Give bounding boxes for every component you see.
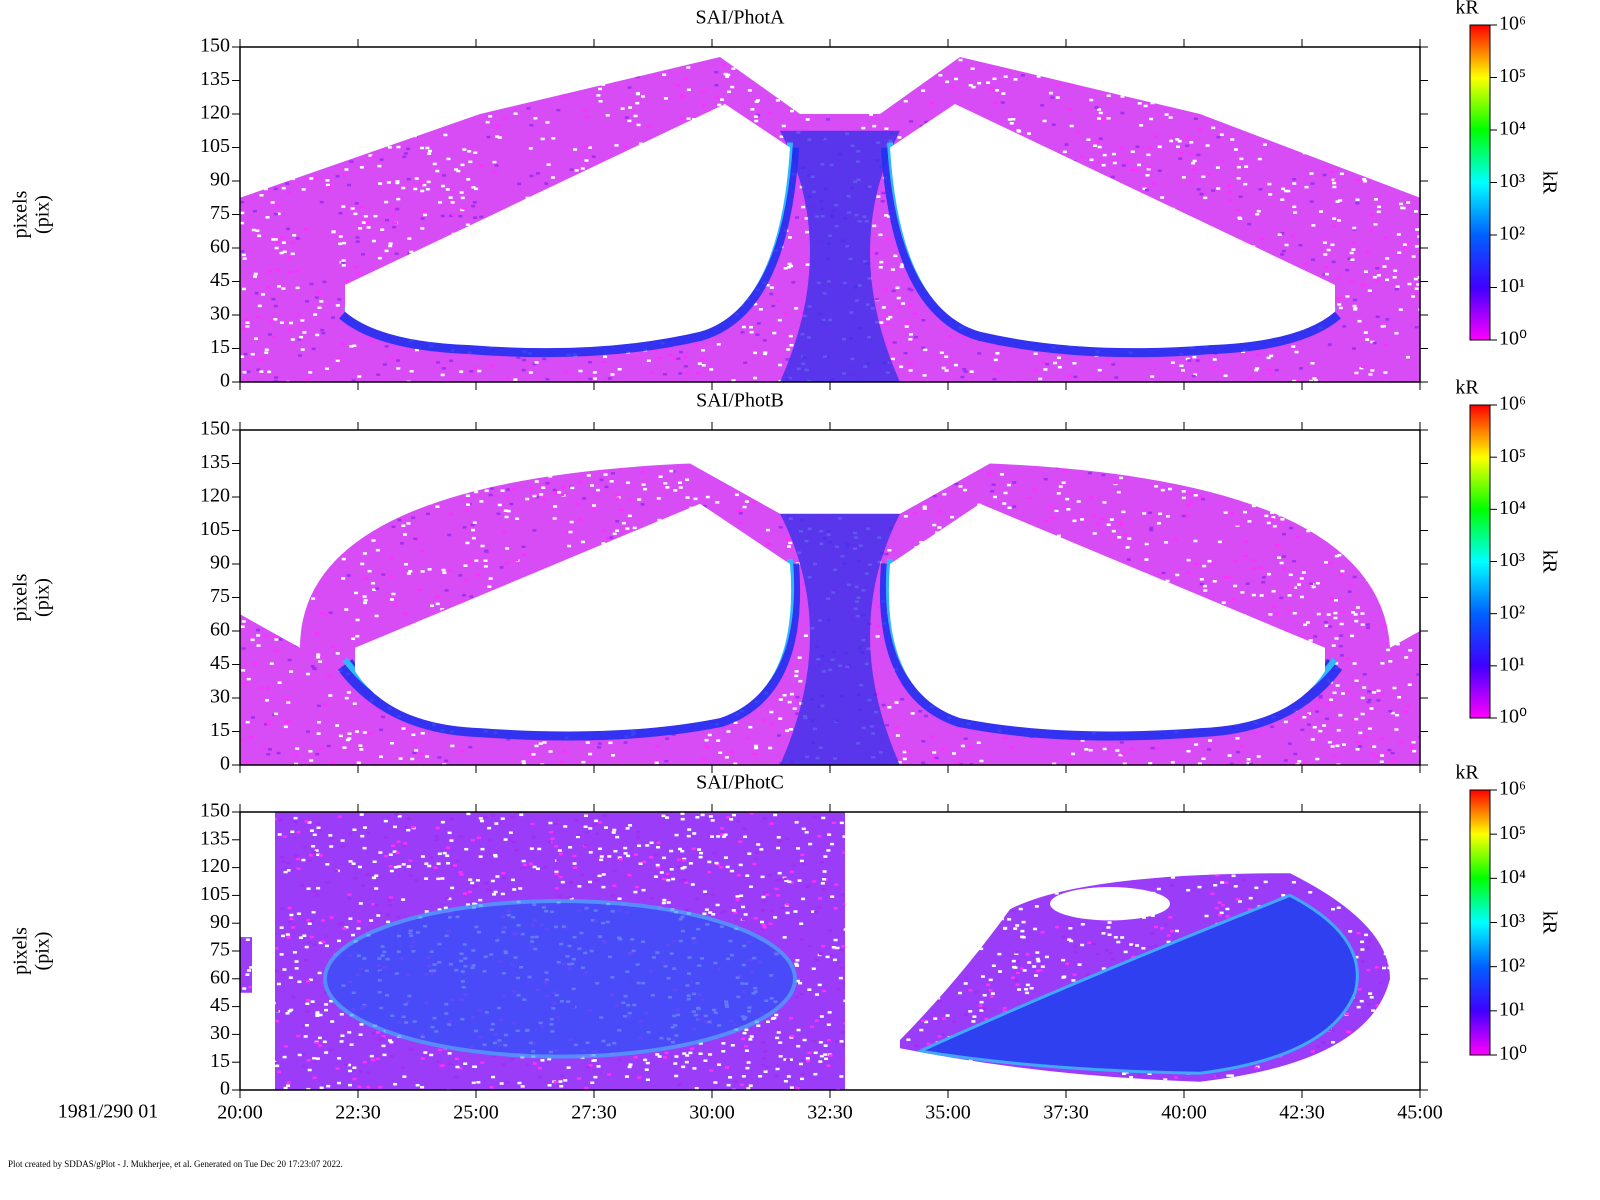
colorbar-tick-label: 10⁰ <box>1499 706 1527 728</box>
colorbar-label: kR <box>1538 550 1560 574</box>
date-label: 1981/290 01 <box>58 1101 159 1123</box>
y-tick-label: 60 <box>210 236 230 258</box>
y-tick-label: 150 <box>200 35 230 57</box>
y-tick-label: 120 <box>200 485 230 507</box>
y-axis-label: pixels <box>10 927 32 975</box>
y-axis-label: pixels <box>10 190 32 238</box>
colorbar-tick-label: 10⁶ <box>1499 13 1526 35</box>
x-tick-label: 42:30 <box>1279 1102 1325 1124</box>
y-tick-label: 105 <box>200 883 230 905</box>
y-tick-label: 75 <box>210 585 230 607</box>
y-tick-label: 105 <box>200 135 230 157</box>
colorbar-label: kR <box>1538 911 1560 935</box>
x-tick-label: 40:00 <box>1161 1102 1207 1124</box>
colorbar-tick-label: 10⁵ <box>1499 822 1526 844</box>
colorbar-tick-label: 10³ <box>1499 549 1525 571</box>
x-tick-label: 25:00 <box>453 1102 499 1124</box>
y-axis-label: (pix) <box>32 195 54 234</box>
colorbar-title: kR <box>1455 0 1479 19</box>
colorbar <box>1469 24 1491 341</box>
y-tick-label: 120 <box>200 102 230 124</box>
colorbar <box>1469 404 1491 719</box>
y-tick-label: 0 <box>220 753 230 775</box>
colorbar-tick-label: 10⁵ <box>1499 65 1526 87</box>
panel-title: SAI/PhotB <box>696 390 784 412</box>
colorbar-title: kR <box>1455 377 1479 399</box>
spectrogram <box>240 57 1420 382</box>
y-tick-label: 0 <box>220 1078 230 1100</box>
spectrogram <box>240 463 1420 765</box>
colorbar-tick-label: 10³ <box>1499 170 1525 192</box>
colorbar-tick-label: 10¹ <box>1499 998 1525 1020</box>
colorbar-tick-label: 10⁶ <box>1499 778 1526 800</box>
y-tick-label: 60 <box>210 619 230 641</box>
y-tick-label: 15 <box>210 336 230 358</box>
colorbar-title: kR <box>1455 762 1479 784</box>
y-tick-label: 45 <box>210 994 230 1016</box>
x-tick-label: 22:30 <box>335 1102 381 1124</box>
x-tick-label: 30:00 <box>689 1102 735 1124</box>
y-tick-label: 75 <box>210 202 230 224</box>
y-tick-label: 90 <box>210 552 230 574</box>
footer: Plot created by SDDAS/gPlot - J. Mukherj… <box>8 1159 343 1169</box>
colorbar-tick-label: 10² <box>1499 954 1525 976</box>
colorbar-tick-label: 10³ <box>1499 910 1525 932</box>
y-tick-label: 90 <box>210 911 230 933</box>
colorbar-tick-label: 10¹ <box>1499 275 1525 297</box>
y-tick-label: 30 <box>210 686 230 708</box>
colorbar-tick-label: 10¹ <box>1499 653 1525 675</box>
y-tick-label: 0 <box>220 370 230 392</box>
y-tick-label: 135 <box>200 827 230 849</box>
colorbar-label: kR <box>1538 171 1560 195</box>
x-tick-label: 27:30 <box>571 1102 617 1124</box>
y-tick-label: 30 <box>210 303 230 325</box>
colorbar-tick-label: 10⁴ <box>1499 497 1526 519</box>
y-tick-label: 90 <box>210 169 230 191</box>
colorbar-tick-label: 10⁴ <box>1499 118 1526 140</box>
y-tick-label: 75 <box>210 939 230 961</box>
colorbar <box>1469 789 1491 1056</box>
y-tick-label: 135 <box>200 451 230 473</box>
colorbar-tick-label: 10⁰ <box>1499 328 1527 350</box>
panel-title: SAI/PhotC <box>696 772 784 794</box>
colorbar-tick-label: 10⁴ <box>1499 866 1526 888</box>
y-tick-label: 45 <box>210 652 230 674</box>
y-axis-label: (pix) <box>32 578 54 617</box>
colorbar-tick-label: 10⁰ <box>1499 1043 1527 1065</box>
y-tick-label: 135 <box>200 68 230 90</box>
y-tick-label: 150 <box>200 800 230 822</box>
panel-title: SAI/PhotA <box>696 7 785 29</box>
y-tick-label: 105 <box>200 518 230 540</box>
x-tick-label: 37:30 <box>1043 1102 1089 1124</box>
y-tick-label: 120 <box>200 855 230 877</box>
y-tick-label: 60 <box>210 966 230 988</box>
y-axis-label: (pix) <box>32 932 54 971</box>
y-tick-label: 45 <box>210 269 230 291</box>
x-tick-label: 20:00 <box>217 1102 263 1124</box>
colorbar-tick-label: 10² <box>1499 601 1525 623</box>
x-tick-label: 45:00 <box>1397 1102 1443 1124</box>
x-tick-label: 32:30 <box>807 1102 853 1124</box>
y-tick-label: 30 <box>210 1022 230 1044</box>
y-axis-label: pixels <box>10 573 32 621</box>
x-tick-label: 35:00 <box>925 1102 971 1124</box>
colorbar-tick-label: 10⁵ <box>1499 445 1526 467</box>
colorbar-tick-label: 10² <box>1499 223 1525 245</box>
colorbar-tick-label: 10⁶ <box>1499 393 1526 415</box>
y-tick-label: 150 <box>200 418 230 440</box>
spectrogram <box>240 812 1390 1090</box>
y-tick-label: 15 <box>210 719 230 741</box>
y-tick-label: 15 <box>210 1050 230 1072</box>
